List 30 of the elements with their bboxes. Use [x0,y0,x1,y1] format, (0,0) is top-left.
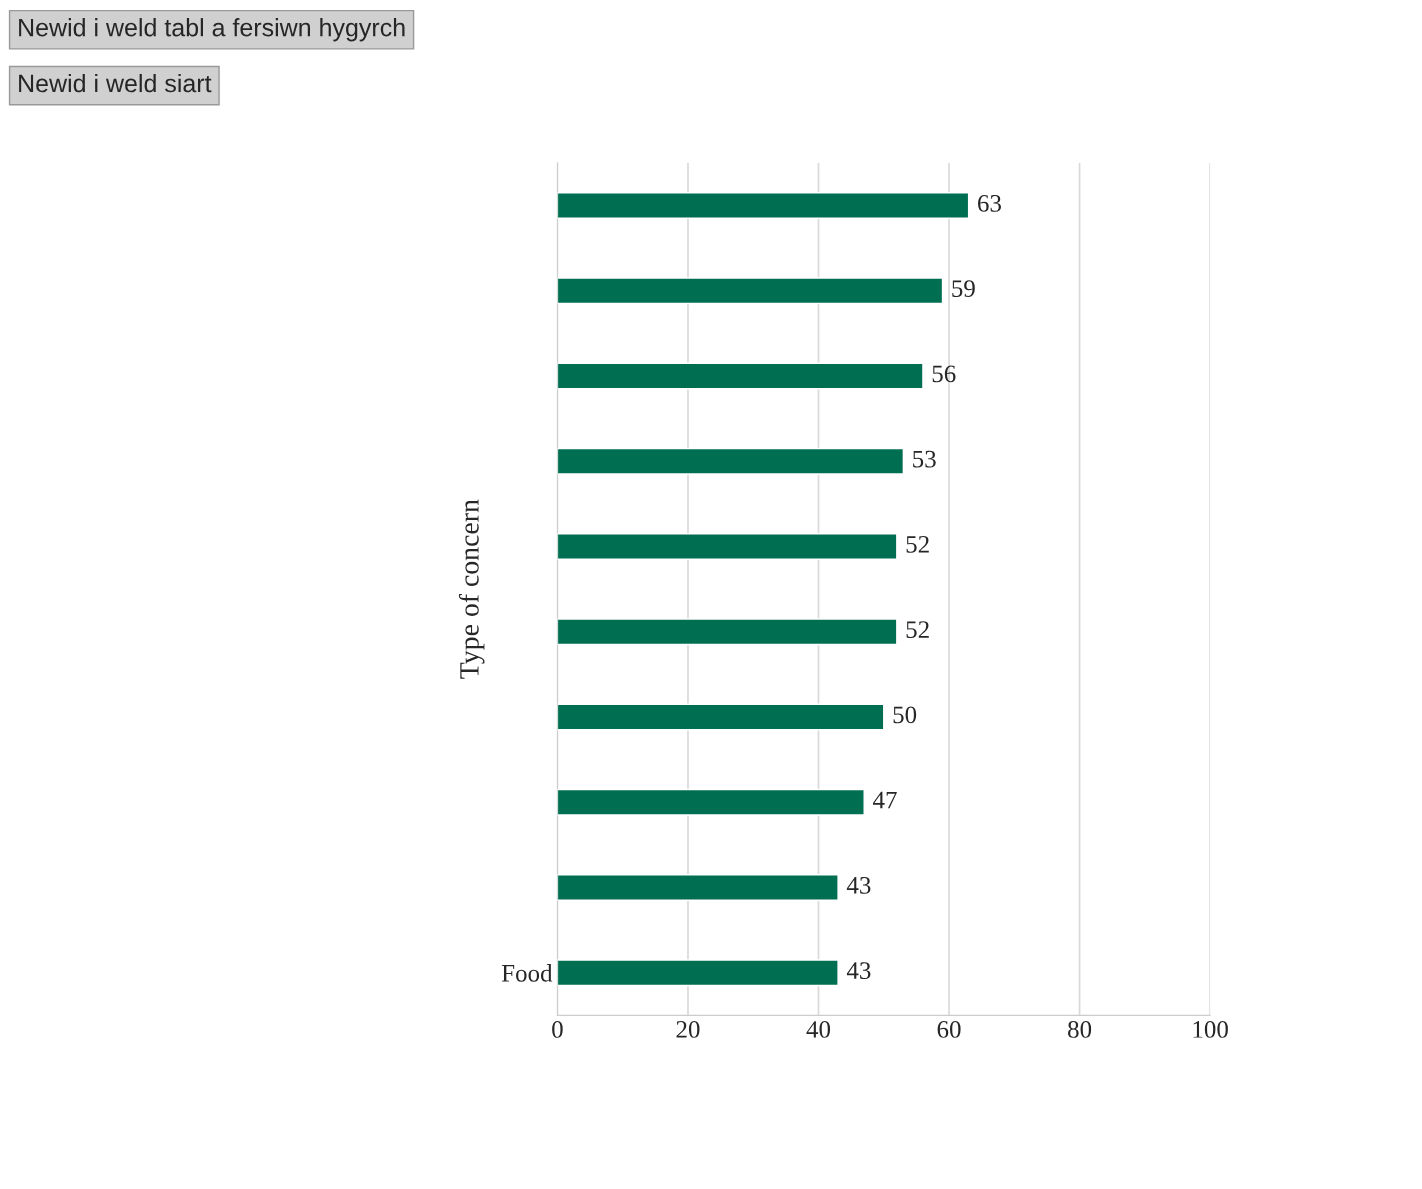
data-label: 53 [913,450,936,468]
x-tick-label: 80 [1068,1020,1092,1038]
text: Newid i weld siart [19,73,212,93]
bar [557,618,898,646]
data-label: 52 [906,621,929,639]
y-axis-title: Type of concern [458,499,485,679]
data-label: 43 [846,962,871,980]
x-tick-label: 60 [937,1020,961,1038]
bar [557,874,839,902]
bar [557,192,970,220]
bar [557,959,839,987]
data-label: 52 [906,535,929,553]
x-tick-label: 40 [806,1020,831,1038]
data-label: 59 [952,280,975,298]
data-label: 56 [932,365,956,383]
data-label: 43 [846,876,871,894]
bar [557,362,924,390]
x-tick-label: 20 [676,1020,700,1038]
x-tick-label: 0 [552,1020,563,1038]
data-label: 47 [873,791,897,809]
bar [557,447,905,475]
x-tick-label: 100 [1193,1020,1228,1038]
y-tick-label: Food [501,964,553,982]
data-label: 63 [978,194,1001,212]
bar [557,703,885,731]
data-label: 50 [893,706,917,724]
bar [557,277,944,305]
bar [557,788,865,816]
bar [557,533,898,561]
text: Newid i weld tabl a fersiwn hygyrch [19,18,405,42]
